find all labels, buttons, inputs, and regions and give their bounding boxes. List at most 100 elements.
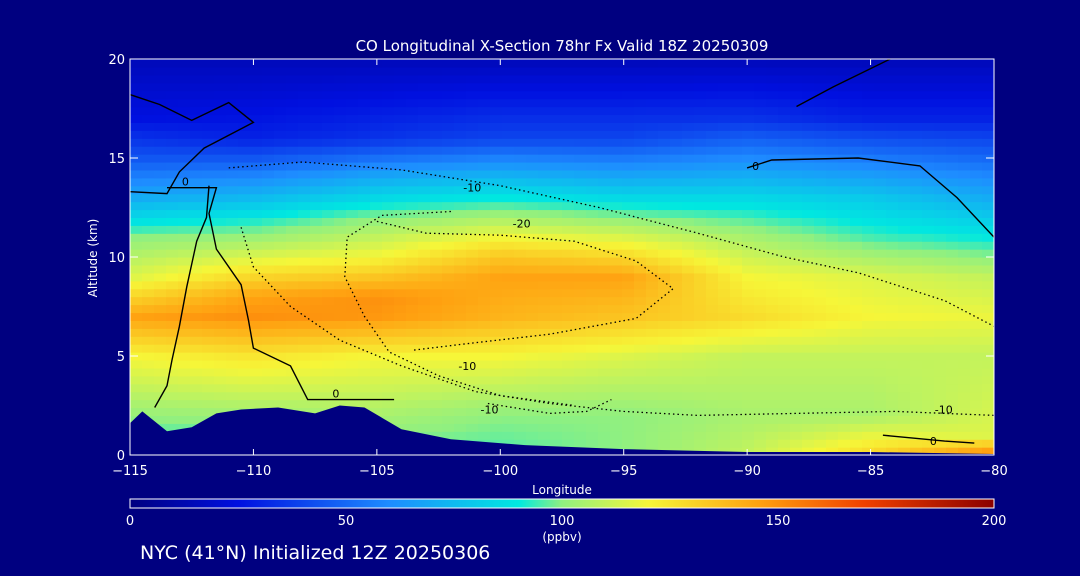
heatmap-cell	[586, 74, 599, 84]
heatmap-cell	[490, 225, 503, 234]
heatmap-cell	[922, 288, 935, 298]
heatmap-cell	[862, 193, 875, 203]
heatmap-cell	[682, 225, 695, 234]
heatmap-cell	[226, 312, 239, 321]
chart-title: CO Longitudinal X-Section 78hr Fx Valid …	[356, 37, 769, 55]
heatmap-cell	[610, 296, 623, 306]
heatmap-cell	[274, 375, 287, 385]
heatmap-cell	[670, 98, 683, 108]
heatmap-cell	[226, 106, 239, 116]
heatmap-cell	[166, 177, 179, 187]
heatmap-cell	[682, 233, 695, 242]
heatmap-cell	[898, 233, 911, 242]
heatmap-cell	[274, 122, 287, 131]
heatmap-cell	[358, 185, 371, 195]
heatmap-cell	[718, 233, 731, 242]
heatmap-cell	[334, 201, 347, 211]
heatmap-cell	[850, 138, 863, 147]
heatmap-cell	[466, 367, 479, 377]
heatmap-cell	[214, 344, 227, 353]
heatmap-cell	[778, 146, 791, 155]
heatmap-cell	[358, 344, 371, 353]
heatmap-cell	[922, 185, 935, 195]
heatmap-cell	[778, 201, 791, 211]
heatmap-cell	[838, 74, 851, 84]
heatmap-cell	[826, 383, 839, 393]
heatmap-cell	[742, 359, 755, 369]
heatmap-cell	[790, 193, 803, 203]
heatmap-cell	[442, 304, 455, 314]
heatmap-cell	[910, 312, 923, 321]
heatmap-cell	[130, 328, 143, 337]
heatmap-cell	[178, 82, 191, 92]
heatmap-cell	[718, 383, 731, 393]
heatmap-cell	[514, 225, 527, 234]
heatmap-cell	[658, 185, 671, 195]
heatmap-cell	[418, 154, 431, 163]
heatmap-cell	[358, 272, 371, 282]
heatmap-cell	[598, 383, 611, 393]
heatmap-cell	[958, 59, 971, 68]
heatmap-cell	[682, 249, 695, 258]
heatmap-cell	[742, 288, 755, 298]
heatmap-cell	[874, 209, 887, 218]
heatmap-cell	[334, 312, 347, 321]
heatmap-cell	[838, 391, 851, 401]
heatmap-cell	[922, 249, 935, 258]
heatmap-cell	[694, 383, 707, 393]
heatmap-cell	[694, 154, 707, 163]
heatmap-cell	[382, 193, 395, 203]
heatmap-cell	[622, 241, 635, 250]
heatmap-cell	[178, 272, 191, 282]
heatmap-cell	[454, 296, 467, 306]
heatmap-cell	[946, 225, 959, 234]
heatmap-cell	[706, 312, 719, 321]
heatmap-cell	[418, 185, 431, 195]
heatmap-cell	[346, 193, 359, 203]
heatmap-cell	[886, 241, 899, 250]
heatmap-cell	[466, 193, 479, 203]
heatmap-cell	[622, 359, 635, 369]
heatmap-cell	[142, 344, 155, 353]
heatmap-cell	[874, 447, 887, 455]
heatmap-cell	[922, 336, 935, 345]
heatmap-cell	[166, 217, 179, 226]
heatmap-cell	[454, 177, 467, 187]
heatmap-cell	[982, 98, 994, 108]
heatmap-cell	[334, 225, 347, 234]
heatmap-cell	[418, 106, 431, 116]
heatmap-cell	[718, 264, 731, 274]
heatmap-cell	[538, 130, 551, 139]
heatmap-cell	[346, 352, 359, 361]
heatmap-cell	[454, 367, 467, 377]
heatmap-cell	[574, 391, 587, 401]
heatmap-cell	[190, 257, 203, 266]
heatmap-cell	[862, 209, 875, 218]
heatmap-cell	[238, 320, 251, 329]
heatmap-cell	[142, 169, 155, 179]
heatmap-cell	[238, 272, 251, 282]
heatmap-cell	[238, 106, 251, 116]
heatmap-cell	[790, 257, 803, 266]
heatmap-cell	[130, 201, 143, 211]
heatmap-cell	[634, 169, 647, 179]
heatmap-cell	[214, 288, 227, 298]
heatmap-cell	[382, 344, 395, 353]
heatmap-cell	[394, 359, 407, 369]
heatmap-cell	[490, 146, 503, 155]
heatmap-cell	[202, 59, 215, 68]
heatmap-cell	[238, 233, 251, 242]
heatmap-cell	[214, 225, 227, 234]
heatmap-cell	[622, 336, 635, 345]
heatmap-cell	[586, 59, 599, 68]
heatmap-cell	[646, 154, 659, 163]
heatmap-cell	[850, 407, 863, 416]
heatmap-cell	[874, 264, 887, 274]
heatmap-cell	[922, 130, 935, 139]
heatmap-cell	[574, 74, 587, 84]
heatmap-cell	[214, 177, 227, 187]
heatmap-cell	[826, 257, 839, 266]
heatmap-cell	[370, 391, 383, 401]
heatmap-cell	[598, 407, 611, 416]
heatmap-cell	[550, 146, 563, 155]
